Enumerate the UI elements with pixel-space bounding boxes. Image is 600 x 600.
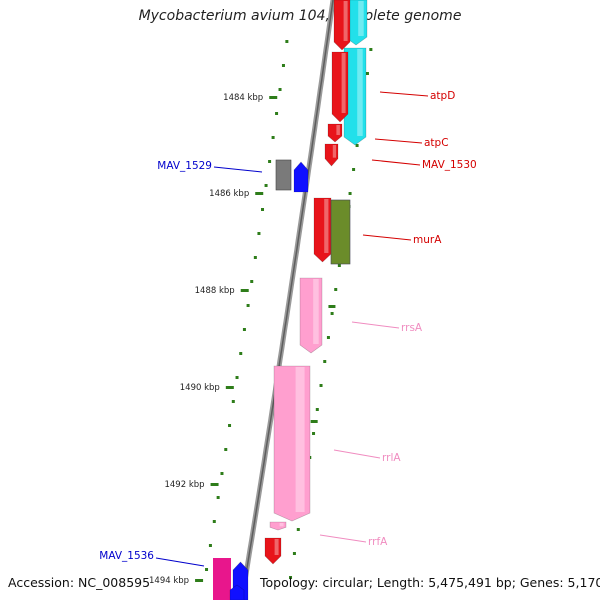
ruler-dot-left <box>239 352 243 355</box>
gene-label: atpC <box>424 137 449 149</box>
ruler-dot-right <box>355 144 359 147</box>
position-label: 1484 kbp <box>223 93 263 103</box>
position-label: 1488 kbp <box>195 286 235 296</box>
gene-label: rrsA <box>401 322 423 334</box>
position-tick <box>210 483 219 486</box>
ruler-dot-right <box>323 360 327 363</box>
ruler-dot-right <box>348 192 352 195</box>
ruler-dot-left <box>253 256 257 259</box>
position-tick <box>195 579 204 582</box>
gene-pink-rrsA <box>299 277 323 354</box>
gene-pink-rrlA <box>273 365 311 522</box>
gene-olive-1 <box>330 199 351 265</box>
position-label: 1492 kbp <box>164 480 204 490</box>
gene-red-murA <box>313 197 332 263</box>
gene-magenta-1 <box>213 558 231 600</box>
ruler-dot-right <box>292 552 296 555</box>
genome-title: Mycobacterium avium 104, complete genome <box>138 8 462 24</box>
ruler-dot-right <box>319 384 323 387</box>
ruler-dot-left <box>242 328 246 331</box>
ruler-dot-right <box>312 432 316 435</box>
ruler-dot-left <box>281 64 285 67</box>
gene-label: MAV_1536 <box>99 550 154 562</box>
backbone-core <box>241 0 334 600</box>
gene-label-leader <box>371 159 421 166</box>
ruler-dot-left <box>231 400 235 403</box>
ruler-dot-left <box>257 232 261 235</box>
position-label: 1486 kbp <box>209 189 249 199</box>
position-label: 1494 kbp <box>149 576 189 586</box>
gene-label-leader <box>351 321 400 329</box>
ruler-dot-left <box>205 568 209 571</box>
gene-label: atpD <box>430 90 455 102</box>
ruler-dot-left <box>268 160 272 163</box>
genome-summary-text: Topology: circular; Length: 5,475,491 bp… <box>260 575 600 590</box>
ruler-dot-left <box>216 496 220 499</box>
gene-red-1 <box>333 0 351 51</box>
accession-text: Accession: NC_008595 <box>8 575 151 590</box>
gene-label: MAV_1530 <box>422 159 477 171</box>
position-label: 1490 kbp <box>180 383 220 393</box>
position-tick <box>240 289 249 292</box>
gene-blue-2 <box>229 584 245 600</box>
gene-red-MAV_1530 <box>324 143 339 167</box>
ruler-dot-right <box>369 48 373 51</box>
ruler-dot-right <box>337 264 341 267</box>
ruler-dot-left <box>264 184 268 187</box>
position-tick <box>255 192 264 195</box>
gene-red-bottom <box>264 537 282 565</box>
position-tick <box>269 96 278 99</box>
ruler-dot-left <box>261 208 265 211</box>
ruler-dot-left <box>212 520 216 523</box>
gene-gray-1 <box>275 159 292 191</box>
ruler-dot-left <box>285 40 289 43</box>
ruler-dot-left <box>246 304 250 307</box>
ruler-dot-left <box>224 448 228 451</box>
ruler-dot-right <box>326 336 330 339</box>
ruler-dot-left <box>271 136 275 139</box>
ruler-dot-left <box>250 280 254 283</box>
ruler-dot-right <box>289 576 293 579</box>
ruler-dot-left <box>275 112 279 115</box>
position-tick <box>225 386 234 389</box>
ruler-dot-left <box>235 376 239 379</box>
gene-label-leader <box>213 166 263 173</box>
ruler-dot-left <box>220 472 224 475</box>
gene-label: rrlA <box>382 452 401 464</box>
gene-label-leader <box>379 91 429 97</box>
gene-pink-rrfA <box>269 521 287 531</box>
ruler-dot-right <box>334 288 338 291</box>
ruler-dot-left <box>228 424 232 427</box>
ruler-dot-right <box>352 168 356 171</box>
gene-label: rrfA <box>368 536 388 548</box>
gene-label-leader <box>319 534 367 543</box>
ruler-dot-right <box>315 408 319 411</box>
ruler-dot-right <box>365 72 369 75</box>
ruler-dot-left <box>278 88 282 91</box>
gene-label-leader <box>374 138 423 144</box>
gene-label-leader <box>333 449 381 459</box>
feature-tick <box>328 305 336 308</box>
gene-label-leader <box>362 234 412 241</box>
ruler-dot-left <box>208 544 212 547</box>
gene-red-atpC <box>327 123 343 143</box>
feature-tick <box>310 420 318 423</box>
gene-label: MAV_1529 <box>157 160 212 172</box>
gene-cyan-atpD <box>343 47 367 146</box>
gene-label: murA <box>413 234 442 246</box>
ruler-dot-right <box>296 528 300 531</box>
gene-label-leader <box>155 557 205 567</box>
gene-red-atpD <box>331 51 349 123</box>
gene-blue-MAV_1529 <box>293 161 309 193</box>
ruler-dot-right <box>330 312 334 315</box>
